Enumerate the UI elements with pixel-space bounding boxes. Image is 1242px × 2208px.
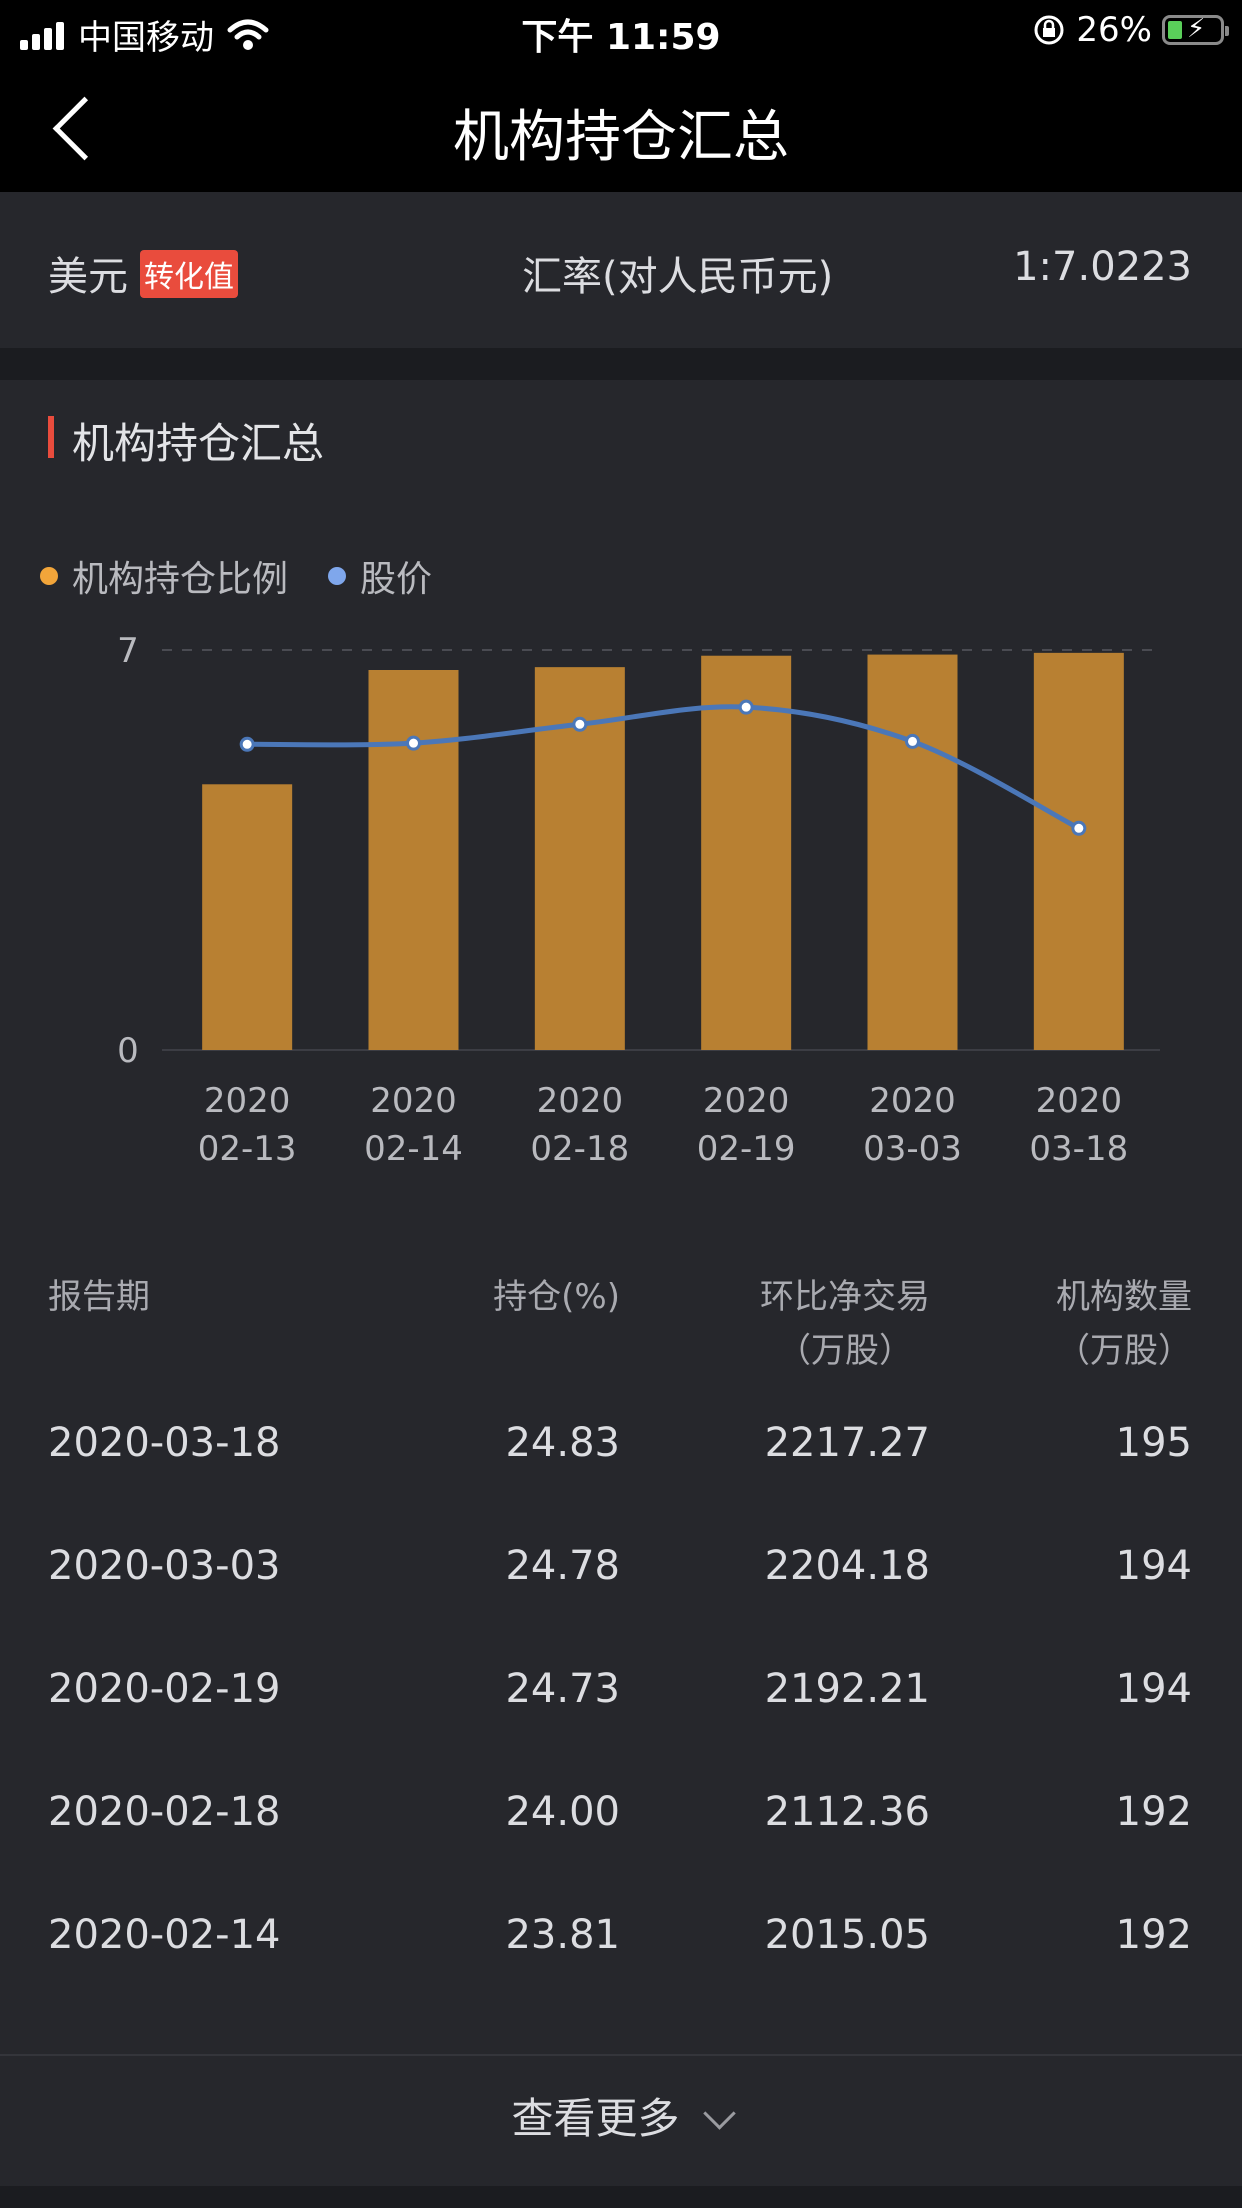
table-row[interactable]: 2020-03-18 24.83 2217.27 195 (0, 1420, 1242, 1543)
currency-row: 美元 转化值 汇率(对人民币元) 1:7.0223 (0, 192, 1242, 348)
battery-icon: ⚡ (1162, 14, 1229, 45)
cell-net-trade: 2112.36 (764, 1789, 930, 1835)
carrier-name: 中国移动 (78, 18, 214, 58)
cell-period: 2020-02-18 (48, 1789, 281, 1835)
header-holding: 持仓(%) (493, 1277, 620, 1317)
price-point (905, 733, 920, 749)
battery-percent: 26% (1076, 10, 1152, 50)
bar (368, 670, 459, 1050)
currency-label: 美元 (48, 254, 128, 300)
x-tick-label: 2020 (370, 1081, 457, 1121)
x-tick-label: 02-13 (198, 1129, 297, 1169)
rotation-lock-icon (1034, 15, 1064, 45)
convert-badge[interactable]: 转化值 (140, 250, 238, 298)
chevron-down-icon (702, 2097, 736, 2130)
bar (701, 655, 792, 1050)
bar (1033, 652, 1124, 1050)
table-body: 2020-03-18 24.83 2217.27 195 2020-03-03 24.78… (0, 1420, 1242, 2035)
price-point (406, 735, 421, 751)
cell-count: 194 (1115, 1543, 1192, 1589)
legend-dot-price (328, 567, 347, 585)
cell-holding: 24.00 (505, 1789, 620, 1835)
cell-count: 194 (1115, 1666, 1192, 1712)
status-right: 26% ⚡ (1032, 10, 1229, 50)
page-title: 机构持仓汇总 (453, 105, 789, 170)
price-point (738, 699, 754, 715)
x-tick-label: 02-19 (697, 1129, 796, 1169)
table-row[interactable]: 2020-02-14 23.81 2015.05 192 (0, 1912, 1242, 2035)
legend-item-price[interactable]: 股价 (328, 550, 432, 602)
cell-holding: 24.78 (505, 1543, 620, 1589)
view-more-button[interactable]: 查看更多 (0, 2054, 1242, 2186)
section-accent-bar (48, 416, 54, 458)
x-tick-label: 2020 (869, 1081, 956, 1121)
bar (202, 784, 293, 1050)
header-count: 机构数量 （万股） (1056, 1270, 1192, 1378)
legend-label-price: 股价 (360, 559, 433, 600)
x-tick-label: 2020 (204, 1081, 291, 1121)
table-row[interactable]: 2020-03-03 24.78 2204.18 194 (0, 1543, 1242, 1666)
cell-holding: 24.73 (505, 1666, 620, 1712)
header-net-trade-unit: （万股） (777, 1331, 913, 1371)
header-count-unit: （万股） (1056, 1331, 1192, 1371)
header-net-trade-label: 环比净交易 (760, 1277, 930, 1317)
cell-count: 195 (1115, 1420, 1192, 1466)
legend-item-holding[interactable]: 机构持仓比例 (40, 550, 288, 602)
x-tick-label: 03-18 (1029, 1129, 1128, 1169)
y-tick-label: 0 (117, 1031, 139, 1071)
status-left: 中国移动 (20, 10, 270, 59)
bar (867, 654, 958, 1050)
exchange-rate-label: 汇率(对人民币元) (522, 254, 834, 300)
y-tick-label: 7 (117, 631, 139, 671)
x-tick-label: 02-14 (364, 1129, 463, 1169)
x-tick-label: 03-03 (863, 1129, 962, 1169)
price-point (572, 716, 588, 732)
cell-net-trade: 2217.27 (764, 1420, 930, 1466)
wifi-icon (227, 19, 269, 50)
header-period: 报告期 (48, 1277, 150, 1317)
holdings-section: 机构持仓汇总 机构持仓比例 股价 0 7 2020 02-13 2020 02-14 202… (0, 380, 1242, 2186)
exchange-rate-value: 1:7.0223 (1013, 244, 1192, 290)
header-net-trade: 环比净交易 （万股） (760, 1270, 930, 1378)
view-more-label: 查看更多 (511, 2094, 680, 2143)
cell-period: 2020-03-18 (48, 1420, 281, 1466)
cell-count: 192 (1115, 1789, 1192, 1835)
holdings-chart: 0 7 2020 02-13 2020 02-14 2020 02-18 2020 02-19 20… (117, 631, 1160, 1169)
table-row[interactable]: 2020-02-19 24.73 2192.21 194 (0, 1666, 1242, 1789)
price-line (247, 704, 1080, 831)
cell-period: 2020-02-19 (48, 1666, 281, 1712)
cell-holding: 24.83 (505, 1420, 620, 1466)
header-count-label: 机构数量 (1056, 1277, 1192, 1317)
status-time: 下午 11:59 (521, 17, 721, 58)
cell-period: 2020-02-14 (48, 1912, 281, 1958)
x-tick-label: 2020 (1036, 1081, 1123, 1121)
cell-net-trade: 2015.05 (764, 1912, 930, 1958)
cell-net-trade: 2204.18 (764, 1543, 930, 1589)
table-header: 报告期 持仓(%) 环比净交易 （万股） 机构数量 （万股） (0, 1270, 1242, 1420)
x-tick-label: 02-18 (530, 1129, 629, 1169)
cell-net-trade: 2192.21 (764, 1666, 930, 1712)
cell-holding: 23.81 (505, 1912, 620, 1958)
x-tick-label: 2020 (703, 1081, 790, 1121)
section-title: 机构持仓汇总 (72, 419, 325, 468)
cell-count: 192 (1115, 1912, 1192, 1958)
cell-period: 2020-03-03 (48, 1543, 281, 1589)
signal-icon (20, 20, 64, 50)
nav-bar: 机构持仓汇总 (0, 64, 1242, 192)
chart-legend: 机构持仓比例 股价 (40, 550, 472, 602)
price-point (239, 736, 255, 752)
status-bar: 中国移动 下午 11:59 26% ⚡ (0, 0, 1242, 64)
holdings-table: 报告期 持仓(%) 环比净交易 （万股） 机构数量 （万股） 2020-03-1… (0, 1270, 1242, 2035)
x-tick-label: 2020 (537, 1081, 624, 1121)
legend-dot-holding (40, 567, 58, 585)
table-row[interactable]: 2020-02-18 24.00 2112.36 192 (0, 1789, 1242, 1912)
price-point (1071, 820, 1087, 836)
legend-label-holding: 机构持仓比例 (72, 559, 289, 600)
